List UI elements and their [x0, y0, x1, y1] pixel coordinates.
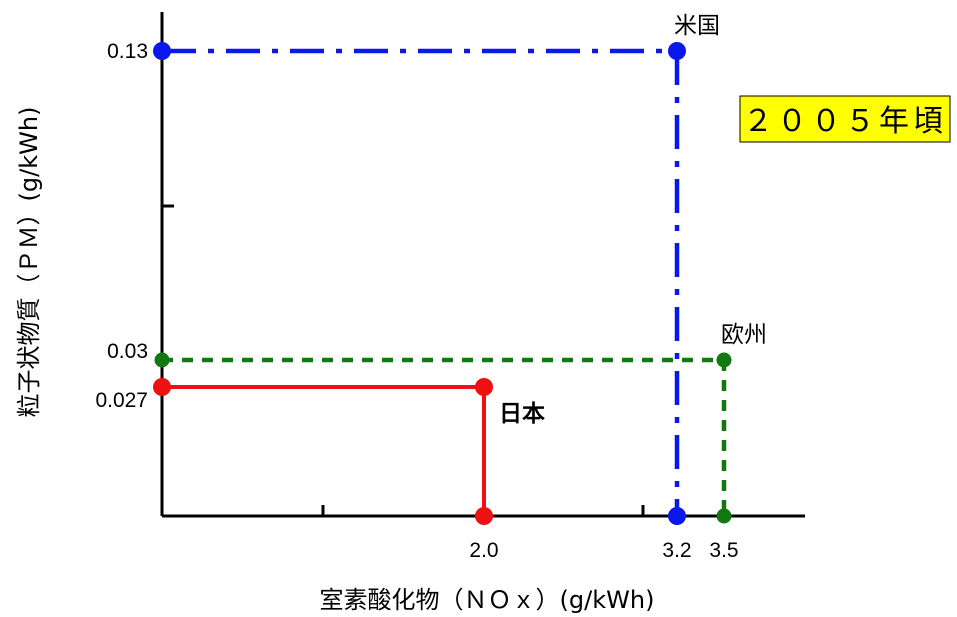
series-1-nox-point [668, 507, 686, 525]
y-tick-label-3: 0.027 [95, 389, 148, 412]
year-badge-box [739, 95, 951, 143]
series-3-pm-point [153, 378, 171, 396]
x-tick-label-1: 2.0 [469, 539, 498, 562]
series-2-label: 欧州 [721, 322, 767, 348]
series-2-pm-point [154, 352, 170, 368]
x-tick-label-3: 3.5 [709, 539, 738, 562]
y-axis-label: 粒子状物質（ＰＭ）(g/kWh) [15, 107, 43, 418]
x-axis-label: 室素酸化物（ＮＯｘ）(g/kWh) [320, 586, 655, 614]
series-2-nox-point [716, 508, 732, 524]
tick-label-layer: 2.0 3.2 3.5 0.13 0.03 0.027 [95, 40, 738, 562]
series-3-nox-point [475, 507, 493, 525]
series-3-label: 日本 [499, 401, 545, 427]
series-1-label: 米国 [674, 13, 720, 39]
series-1-pm-point [153, 42, 171, 60]
y-tick-label-2: 0.03 [107, 340, 148, 363]
series-2-corner-point [716, 352, 732, 368]
series-3-corner-point [475, 378, 493, 396]
y-tick-label-1: 0.13 [107, 40, 148, 63]
series-1-corner-point [668, 42, 686, 60]
x-tick-label-2: 3.2 [662, 539, 691, 562]
year-badge-text: ２００５年頃 [743, 104, 947, 139]
